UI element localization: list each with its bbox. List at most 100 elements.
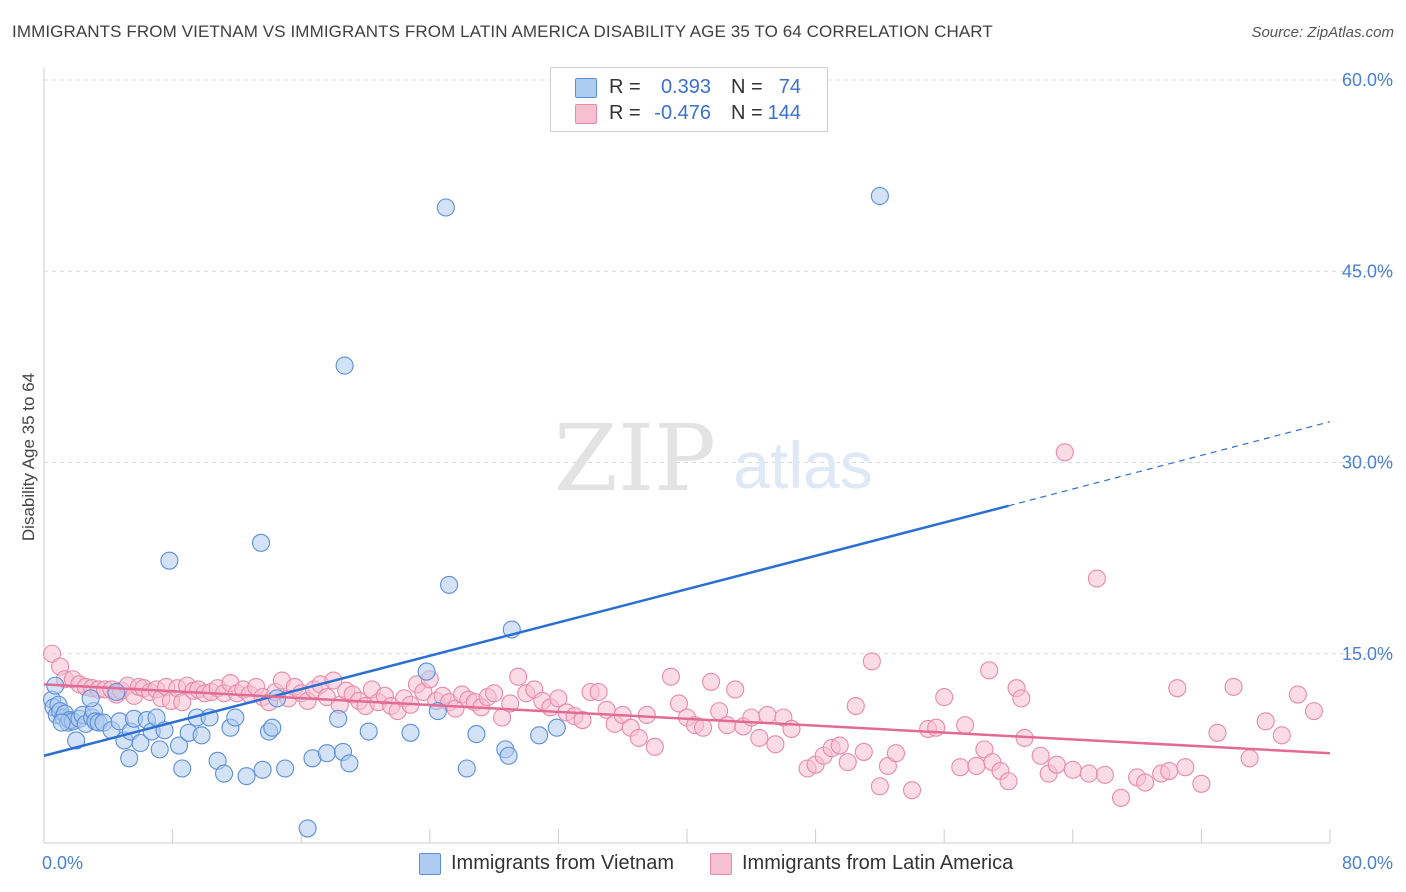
n-value: 144 <box>767 102 801 124</box>
latin-point <box>838 753 857 772</box>
latin-point <box>702 672 721 691</box>
latin-point <box>645 737 664 756</box>
latin-point <box>1031 746 1050 765</box>
latin-point <box>1288 685 1307 704</box>
vietnam-point <box>226 708 245 727</box>
vietnam-point <box>251 533 271 552</box>
y-axis-label: Disability Age 35 to 64 <box>19 373 38 541</box>
y-tick-label: 30.0% <box>1342 453 1393 473</box>
latin-point <box>173 693 192 712</box>
chart-title: IMMIGRANTS FROM VIETNAM VS IMMIGRANTS FR… <box>12 22 993 41</box>
vietnam-point <box>870 186 889 206</box>
vietnam-point <box>298 819 317 838</box>
latin-point <box>854 742 873 761</box>
r-value: -0.476 <box>654 102 711 124</box>
latin-point <box>1240 749 1259 768</box>
vietnam-point <box>160 551 179 570</box>
vietnam-point <box>214 764 234 783</box>
latin-point <box>975 740 994 759</box>
latin-point <box>935 688 954 707</box>
vietnam-point <box>253 760 272 779</box>
n-value: 74 <box>778 76 801 98</box>
vietnam-point <box>436 198 455 217</box>
vietnam-point <box>169 736 189 755</box>
latin-point <box>726 680 745 699</box>
source-label: Source: ZipAtlas.com <box>1251 24 1394 41</box>
vietnam-point <box>440 575 459 594</box>
latin-point <box>637 705 656 725</box>
latin-point <box>573 710 592 730</box>
latin-point <box>1095 765 1114 784</box>
x-tick-label: 80.0% <box>1342 853 1393 873</box>
latin-point <box>1224 677 1243 696</box>
watermark-atlas: atlas <box>733 428 872 502</box>
latin-point <box>718 716 737 735</box>
latin-point <box>758 705 777 725</box>
y-tick-label: 45.0% <box>1342 261 1393 281</box>
latin-point <box>830 736 849 755</box>
latin-point <box>951 758 970 777</box>
latin-point <box>589 682 608 702</box>
vietnam-point <box>120 749 139 768</box>
watermark-zip: ZIP <box>554 405 716 512</box>
tick-labels: 15.0% 30.0% 45.0% 60.0% 0.0% 80.0% <box>42 70 1393 873</box>
latin-point <box>509 667 528 686</box>
latin-point <box>1304 702 1323 721</box>
vietnam-point <box>192 726 211 745</box>
vietnam-point <box>530 726 549 745</box>
y-tick-label: 60.0% <box>1342 70 1393 90</box>
vietnam-point <box>335 356 354 375</box>
latin-point <box>902 781 922 800</box>
latin-point <box>750 728 769 747</box>
vietnam-point <box>173 759 192 778</box>
latin-point <box>886 744 906 763</box>
axes <box>43 68 1331 844</box>
grid <box>44 79 1392 655</box>
latin-point <box>1136 773 1155 792</box>
latin-point <box>870 777 889 796</box>
vietnam-point <box>81 689 100 708</box>
latin-point <box>862 652 881 671</box>
latin-point <box>999 772 1018 791</box>
latin-point <box>1168 679 1187 698</box>
vietnam-point <box>359 722 378 741</box>
latin-point <box>766 735 785 754</box>
latin-point <box>1272 726 1291 745</box>
trend-lines <box>43 421 1331 757</box>
latin-point <box>980 661 999 680</box>
vietnam-swatch <box>575 78 597 98</box>
legend-label-latin: Immigrants from Latin America <box>742 852 1014 874</box>
latin-point <box>1160 761 1179 781</box>
latin-point <box>1256 712 1275 731</box>
latin-point <box>1047 755 1066 774</box>
vietnam-point <box>329 709 348 728</box>
n-label: N = <box>731 76 763 98</box>
latin-point <box>1087 569 1106 588</box>
vietnam-point <box>547 718 566 737</box>
latin-swatch <box>575 104 597 124</box>
vietnam-point <box>401 723 420 742</box>
latin-point <box>1208 723 1227 742</box>
latin-point <box>669 694 689 713</box>
watermark: ZIP atlas <box>554 405 873 512</box>
latin-point <box>485 684 504 703</box>
latin-point <box>1079 764 1098 783</box>
stats-legend: R = 0.393 N = 74 R = -0.476 N = 144 <box>550 67 828 132</box>
vietnam-point <box>317 744 336 763</box>
y-tick-label: 15.0% <box>1342 644 1393 664</box>
latin-trend-line <box>43 683 1331 755</box>
r-label: R = <box>609 102 641 124</box>
vietnam-trend-line <box>43 504 1009 757</box>
vietnam-point <box>417 662 436 681</box>
vietnam-point <box>107 682 126 702</box>
latin-point <box>661 667 680 686</box>
vietnam-point <box>67 731 86 750</box>
latin-point <box>846 696 865 716</box>
latin-point <box>42 644 62 663</box>
latin-point <box>1192 774 1211 793</box>
latin-point <box>1055 443 1074 462</box>
vietnam-point <box>467 725 486 744</box>
vietnam-point <box>237 767 256 786</box>
n-label: N = <box>731 102 763 124</box>
